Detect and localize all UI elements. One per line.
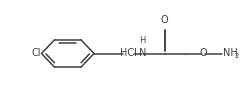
Text: O: O <box>161 15 168 25</box>
Text: H: H <box>140 36 146 45</box>
Text: N: N <box>139 48 146 59</box>
Text: 2: 2 <box>234 53 239 59</box>
Text: O: O <box>199 48 207 59</box>
Text: Cl: Cl <box>31 48 40 59</box>
Text: NH: NH <box>223 48 237 59</box>
Text: HCl: HCl <box>120 48 137 59</box>
